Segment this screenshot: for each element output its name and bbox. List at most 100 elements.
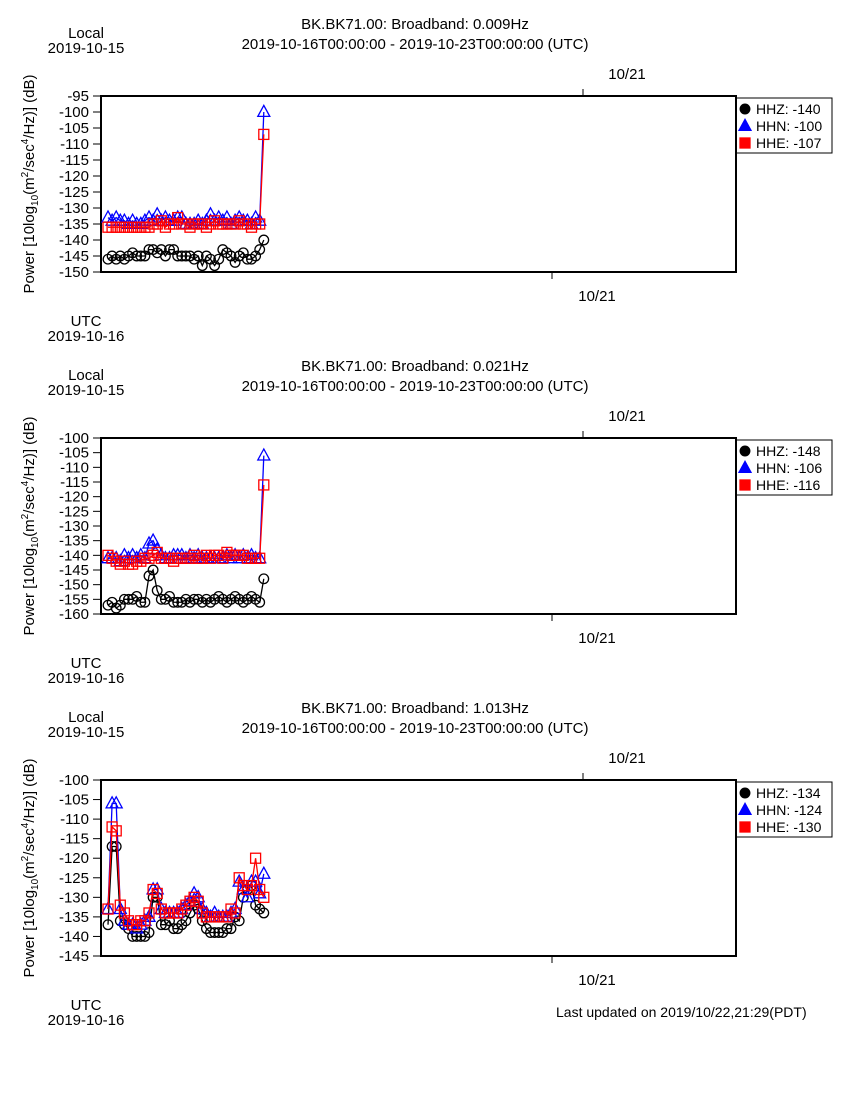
data-point-hhn [256, 865, 271, 879]
data-point-hhe [196, 218, 208, 230]
data-point-hhz [131, 250, 143, 262]
plot-frame [100, 779, 737, 957]
data-point-hhe [118, 555, 131, 567]
y-tick-label: -100 [59, 772, 89, 789]
data-point-hhe [102, 549, 114, 561]
data-point-hhe [241, 883, 254, 896]
data-point-hhn [105, 212, 120, 226]
legend-label-hhn: HHN: -124 [756, 802, 822, 818]
data-point-hhz [135, 596, 147, 608]
plot-svg: -95-100-105-110-115-120-125-130-135-140-… [59, 88, 833, 281]
data-point-hhe [217, 552, 229, 564]
plot-svg: -100-105-110-115-120-125-130-135-140-145… [59, 430, 833, 623]
series-hhe [102, 479, 270, 570]
data-point-hhz [143, 927, 155, 938]
data-point-hhe [229, 218, 241, 230]
data-point-hhz [225, 923, 237, 935]
data-point-hhe [143, 221, 155, 233]
data-point-hhe [208, 215, 221, 227]
y-tick-label: -120 [59, 850, 89, 867]
y-tick-label: -145 [59, 248, 89, 265]
legend-marker-hhn [737, 802, 753, 816]
data-point-hhn [219, 209, 234, 223]
legend-box [735, 97, 833, 154]
y-tick-label: -125 [59, 870, 89, 887]
data-point-hhe [204, 552, 217, 564]
data-point-hhe [200, 221, 213, 233]
local-date: 2019-10-15 [47, 40, 125, 57]
data-point-hhe [114, 558, 126, 570]
y-tick-label: -145 [59, 562, 89, 579]
y-tick-label: -140 [59, 547, 89, 564]
data-point-hhe [204, 218, 217, 230]
data-point-hhe [200, 549, 213, 561]
local-label: Local [68, 709, 104, 726]
y-tick-label: -135 [59, 216, 89, 233]
local-label: Local [68, 367, 104, 384]
series-hhe [102, 128, 270, 233]
data-point-hhz [127, 930, 139, 942]
data-point-hhe [233, 215, 245, 227]
chart-title: BK.BK71.00: Broadband: 0.009Hz [301, 16, 529, 33]
y-tick-label: -110 [60, 459, 89, 476]
top-axis-tick-label: 10/21 [608, 66, 646, 83]
legend-marker-hhz [739, 103, 751, 115]
chart-title: BK.BK71.00: Broadband: 0.021Hz [301, 358, 529, 375]
y-tick-label: -95 [67, 88, 89, 105]
data-point-hhe [258, 891, 270, 903]
y-tick-label: -120 [59, 168, 89, 185]
utc-date: 2019-10-16 [47, 328, 125, 345]
utc-label: UTC [70, 997, 102, 1014]
data-point-hhe [196, 552, 208, 564]
data-point-hhe [172, 211, 184, 224]
data-point-hhz [102, 919, 114, 931]
local-date: 2019-10-15 [47, 724, 125, 741]
data-point-hhn [240, 889, 255, 903]
data-point-hhe [254, 552, 266, 564]
legend-marker-hhe [739, 479, 751, 491]
y-tick-label: -155 [59, 591, 89, 608]
data-point-hhz [151, 585, 163, 596]
utc-date: 2019-10-16 [47, 1012, 125, 1029]
data-point-hhe [139, 915, 151, 927]
series-hhn [100, 795, 271, 934]
y-tick-label: -100 [59, 430, 89, 447]
top-axis-tick-label: 10/21 [608, 750, 646, 767]
data-point-hhe [245, 879, 258, 892]
data-point-hhe [155, 903, 167, 915]
data-point-hhz [196, 260, 208, 272]
legend-marker-hhe [739, 821, 751, 833]
data-point-hhz [118, 593, 130, 605]
data-point-hhn [252, 212, 267, 226]
local-date: 2019-10-15 [47, 382, 125, 399]
data-point-hhe [106, 552, 118, 564]
legend-label-hhz: HHZ: -140 [756, 101, 821, 117]
data-point-hhe [106, 821, 118, 833]
y-tick-label: -130 [59, 518, 89, 535]
data-point-hhz [176, 250, 188, 262]
y-axis-label: Power [10log10(m2/sec4/Hz)] (dB) [20, 758, 41, 978]
utc-label: UTC [70, 655, 102, 672]
data-point-hhz [172, 250, 184, 262]
y-tick-label: -115 [60, 152, 89, 169]
legend-label-hhn: HHN: -106 [756, 460, 822, 476]
legend-label-hhz: HHZ: -134 [756, 785, 821, 801]
data-point-hhz [254, 596, 266, 608]
data-point-hhe [237, 549, 249, 561]
utc-date: 2019-10-16 [47, 670, 125, 687]
data-point-hhe [155, 215, 167, 227]
data-point-hhe [229, 907, 241, 919]
series-line-hhn [108, 455, 265, 563]
data-point-hhe [249, 852, 262, 864]
legend-marker-hhn [737, 460, 753, 474]
data-point-hhe [241, 218, 254, 230]
chart-panel-2: -100 -105 -110 -115 -120 -125 -130 -135 -140 -145… [0, 342, 850, 687]
chart-subtitle: 2019-10-16T00:00:00 - 2019-10-23T00:00:0… [241, 378, 589, 395]
y-tick-label: -110 [60, 136, 89, 153]
legend-label-hhz: HHZ: -148 [756, 443, 821, 459]
series-hhz [102, 564, 270, 614]
y-tick-label: -110 [60, 811, 89, 828]
data-point-hhz [209, 927, 221, 938]
data-point-hhe [221, 911, 233, 923]
series-line-hhz [107, 845, 265, 938]
